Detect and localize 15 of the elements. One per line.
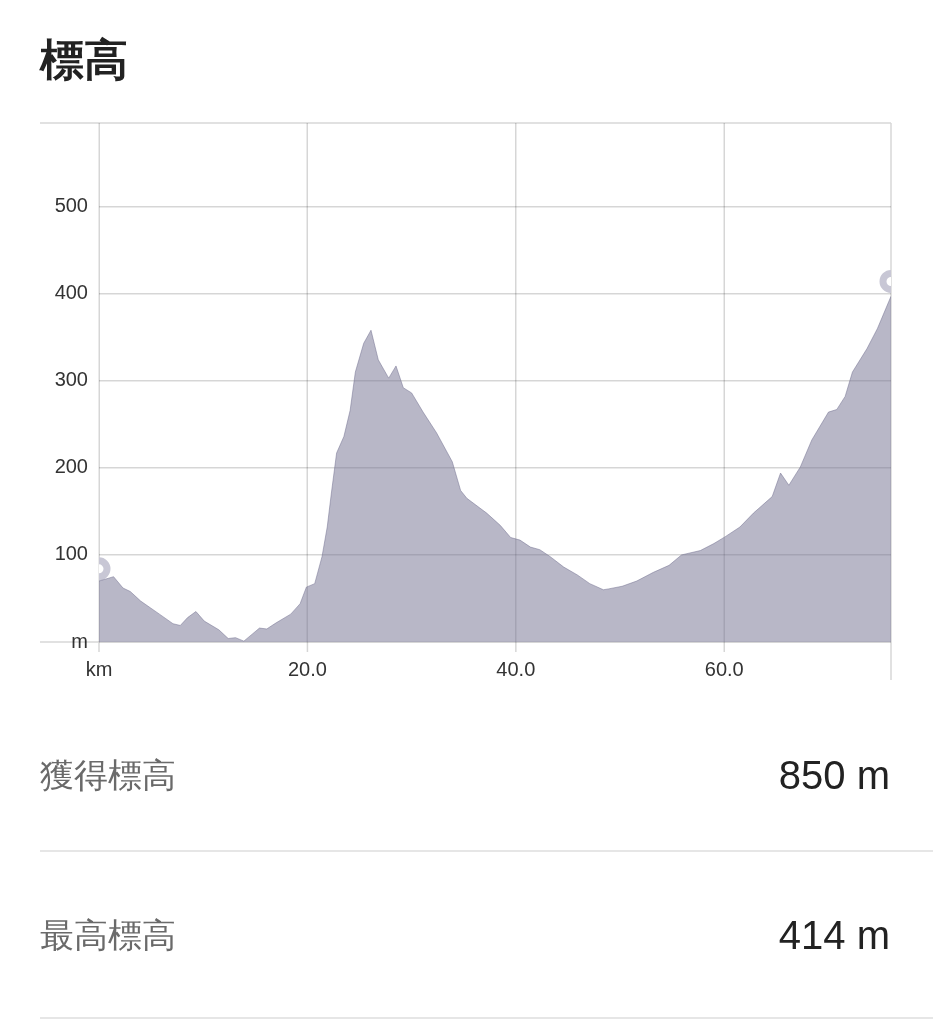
y-tick-label: 200 [54,455,88,478]
text: 414 m [778,911,890,958]
y-tick-label: 500 [54,194,88,217]
x-tick-label: 60.0 [704,657,744,680]
text: 獲得標高 [40,755,176,795]
chart-title: 標高 [40,35,128,84]
y-tick-label: 400 [54,281,88,304]
y-tick-label: 100 [54,542,88,565]
text: 最高標高 [40,914,176,955]
text: 850 m [778,752,890,798]
x-tick-label: km [85,657,113,680]
x-tick-label: 40.0 [496,657,536,680]
y-tick-label: m [71,629,88,652]
y-tick-label: 300 [54,368,88,391]
x-tick-label: 20.0 [287,657,327,680]
